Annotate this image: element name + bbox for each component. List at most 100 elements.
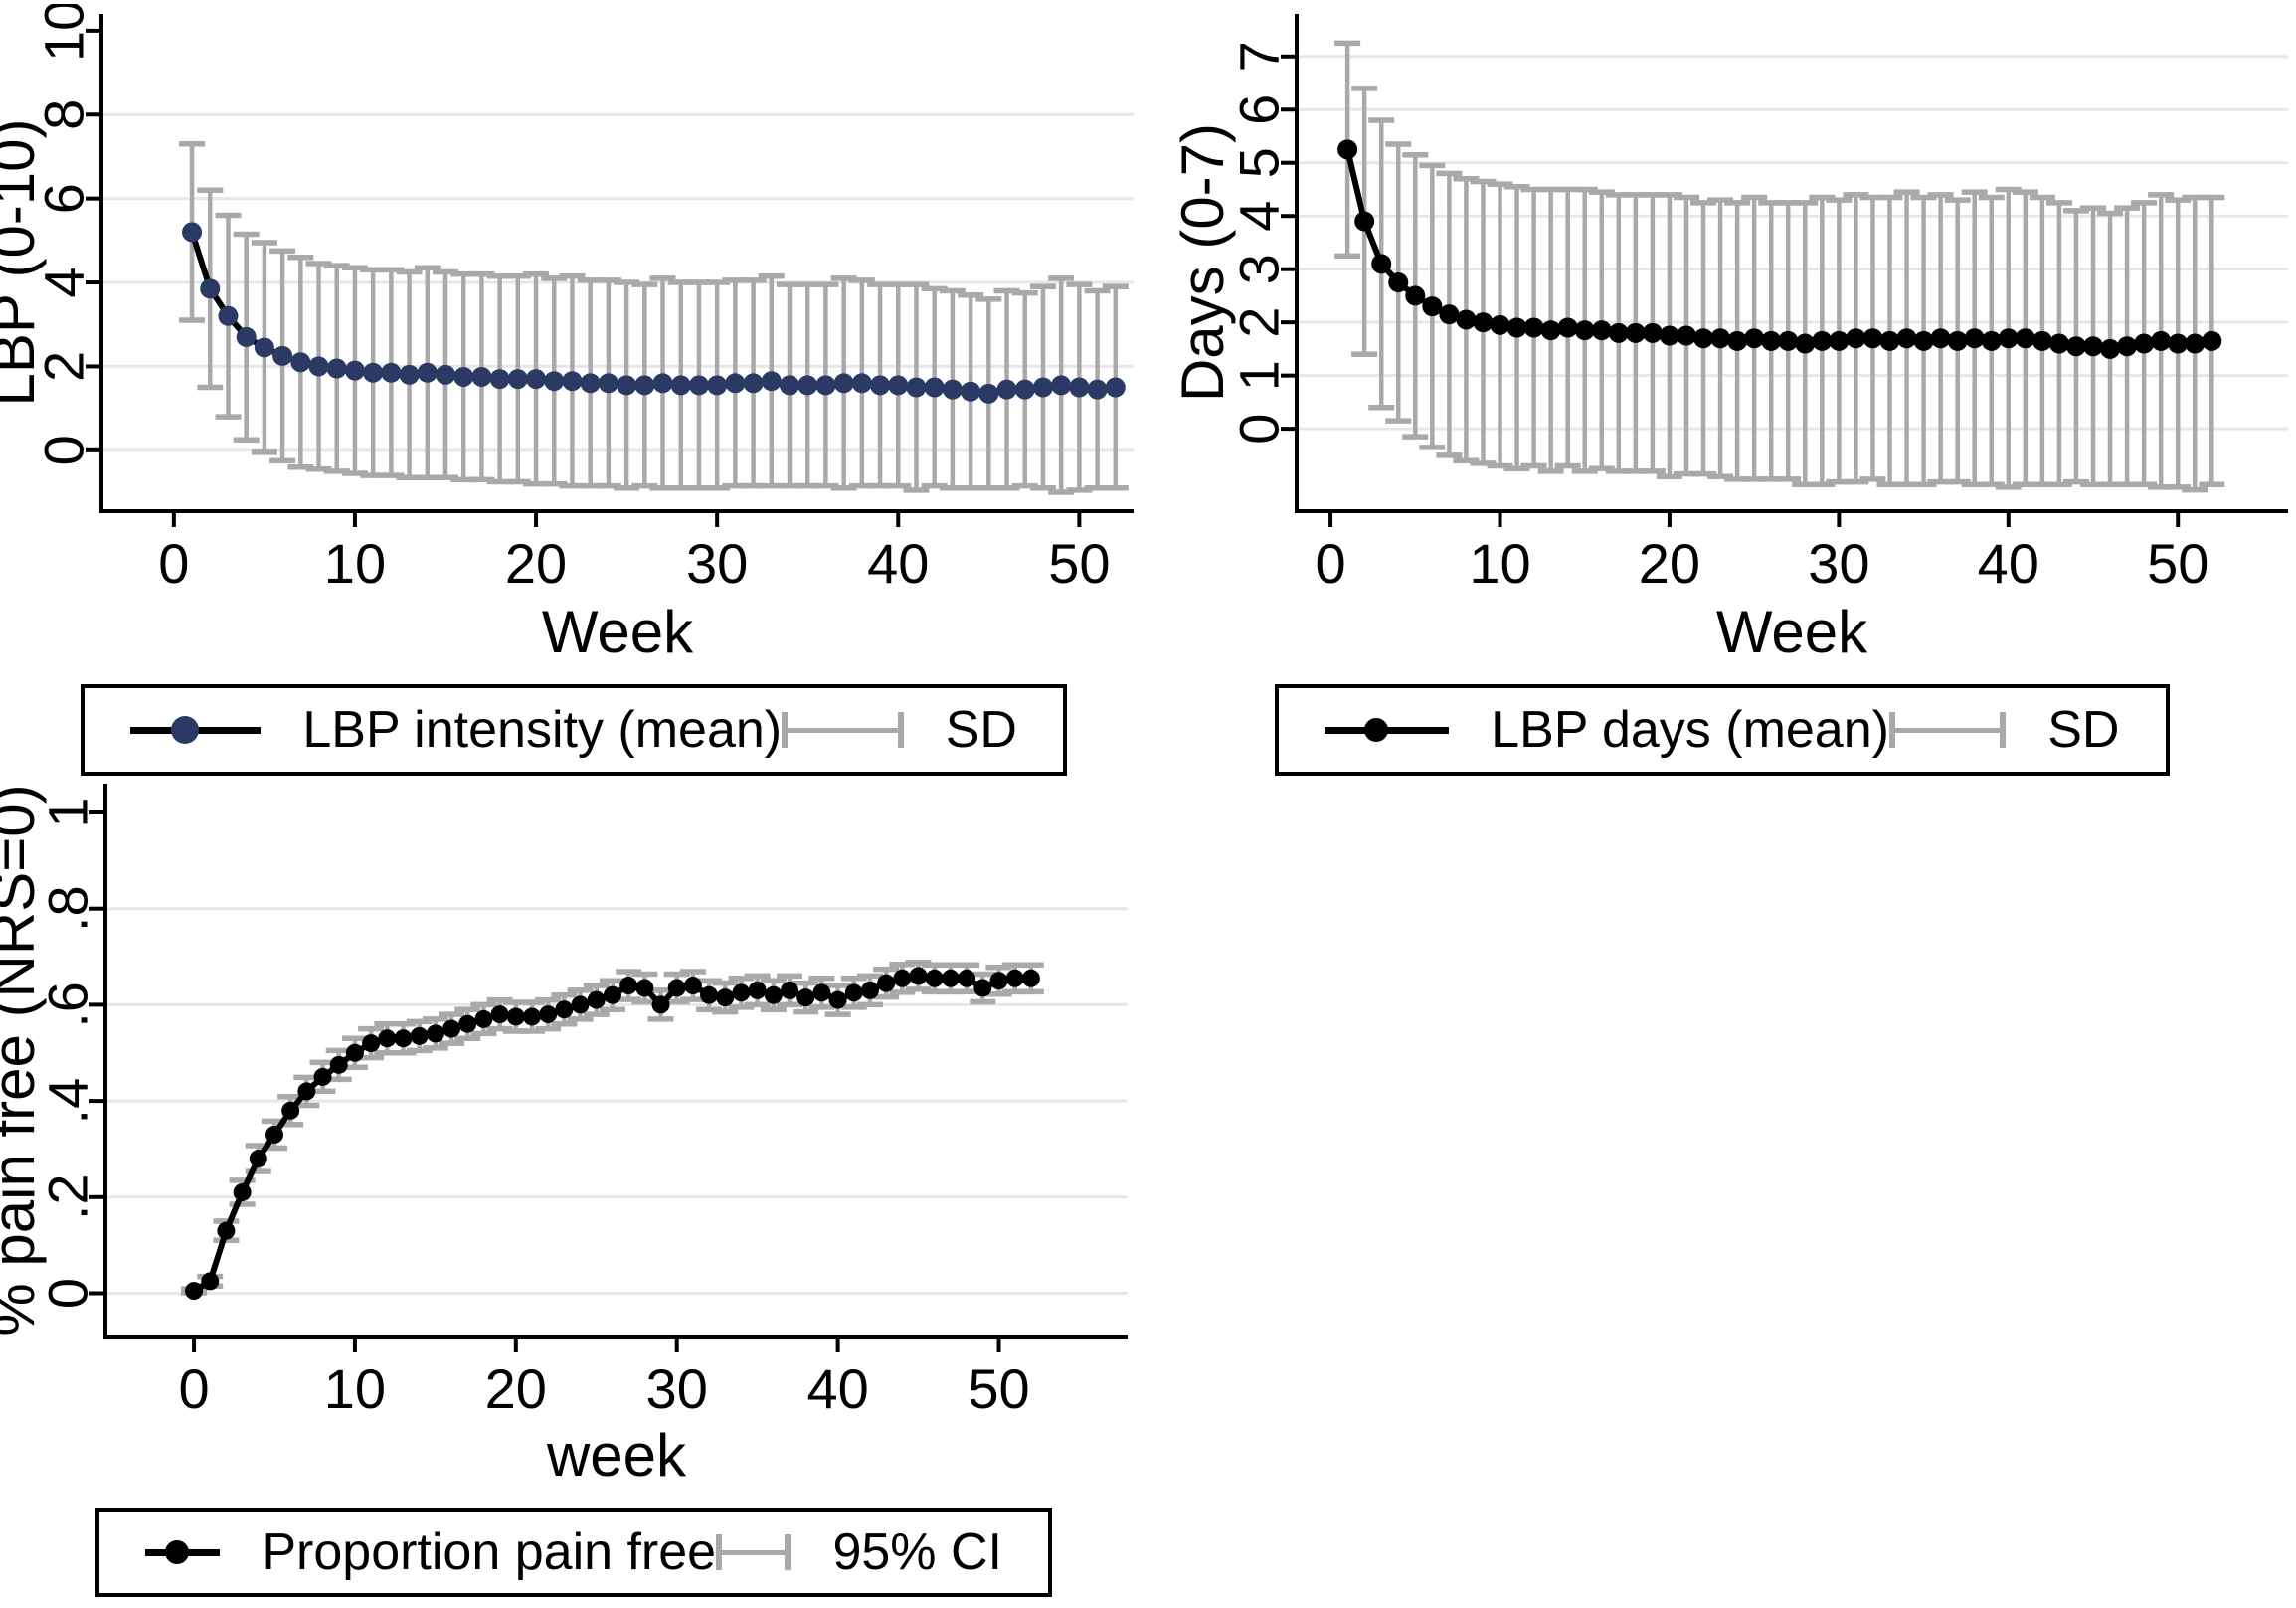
mean-marker <box>523 1007 542 1026</box>
mean-marker <box>526 369 547 390</box>
y-tick-label: 2 <box>33 351 95 382</box>
y-tick-label: 0 <box>37 1278 99 1309</box>
x-tick-label: 50 <box>1048 532 1110 595</box>
mean-marker <box>1778 330 1799 351</box>
mean-marker <box>748 981 767 999</box>
legend-label-mean: Proportion pain free <box>262 1523 717 1581</box>
mean-marker <box>1693 328 1714 349</box>
mean-marker <box>725 373 746 394</box>
mean-marker <box>363 362 384 383</box>
x-tick-label: 30 <box>686 532 748 595</box>
mean-marker <box>893 969 912 987</box>
y-axis-title: Days (0-7) <box>1169 123 1236 402</box>
mean-marker <box>925 969 944 987</box>
mean-marker <box>1964 328 1985 349</box>
mean-marker <box>670 375 691 396</box>
x-tick-label: 0 <box>178 1357 209 1420</box>
mean-marker <box>1021 969 1040 987</box>
mean-marker <box>580 373 601 394</box>
mean-marker <box>1727 330 1748 351</box>
mean-marker <box>345 1043 364 1062</box>
mean-marker <box>1523 317 1544 338</box>
y-tick-label: .8 <box>37 885 99 932</box>
y-tick-label: 1 <box>36 797 98 827</box>
mean-marker <box>716 988 735 1007</box>
lbp-days-chart: 0 1 2 3 4 5 6 7 0 10 20 30 40 50 Days (0-7) Week <box>1169 14 2288 665</box>
mean-marker <box>2117 336 2138 357</box>
mean-marker <box>651 995 670 1014</box>
mean-marker <box>1846 328 1866 349</box>
mean-marker <box>617 375 637 396</box>
legend-label-sd: SD <box>2047 701 2120 759</box>
mean-marker <box>1574 320 1595 341</box>
mean-line-sample-icon <box>1324 718 1450 742</box>
y-tick-label: 5 <box>1228 147 1291 178</box>
mean-marker <box>326 358 347 379</box>
mean-marker <box>1506 317 1527 338</box>
mean-marker <box>1981 330 2002 351</box>
ci-errorbar-sample-icon <box>716 1534 792 1570</box>
mean-marker <box>2168 333 2189 354</box>
y-tick-label: 2 <box>1228 307 1291 338</box>
mean-marker <box>909 967 928 985</box>
mean-marker <box>410 1026 429 1045</box>
x-axis-title: week <box>546 1422 687 1489</box>
mean-marker <box>290 352 311 373</box>
mean-marker <box>362 1034 381 1053</box>
mean-marker <box>1540 320 1561 341</box>
legend-lbp-intensity: LBP intensity (mean) SD <box>81 684 1067 776</box>
x-tick-label: 30 <box>1808 532 1869 595</box>
mean-marker <box>2151 330 2172 351</box>
mean-marker <box>1354 211 1375 232</box>
mean-marker <box>381 362 402 383</box>
mean-marker <box>1795 333 1816 354</box>
mean-marker <box>598 373 618 394</box>
mean-marker <box>1642 322 1663 343</box>
mean-marker <box>1105 377 1126 398</box>
y-tick-label: 0 <box>33 435 95 465</box>
mean-marker <box>233 1182 252 1201</box>
x-tick-label: 50 <box>968 1357 1029 1420</box>
mean-marker <box>796 988 815 1007</box>
mean-marker <box>2015 328 2035 349</box>
mean-line <box>192 973 1031 1294</box>
mean-marker <box>1879 330 1900 351</box>
x-tick-label: 20 <box>485 1357 547 1420</box>
x-tick-label: 0 <box>158 532 189 595</box>
mean-marker <box>265 1125 283 1144</box>
mean-marker <box>860 981 879 999</box>
marker-dot-icon <box>171 716 200 744</box>
mean-marker <box>1896 328 1917 349</box>
mean-marker <box>436 364 455 385</box>
legend-label-sd: SD <box>945 701 1017 759</box>
mean-marker <box>1337 139 1358 160</box>
mean-marker <box>761 371 782 392</box>
mean-marker <box>877 974 896 992</box>
mean-marker <box>201 1272 220 1291</box>
mean-marker <box>1608 322 1629 343</box>
mean-marker <box>797 375 818 396</box>
mean-marker <box>458 1014 477 1033</box>
mean-marker <box>667 979 686 997</box>
legend-label-mean: LBP intensity (mean) <box>302 701 783 759</box>
mean-marker <box>399 364 420 385</box>
lbp-intensity-chart: 0 2 4 6 8 10 0 10 20 30 40 50 LBP (0-10) Week <box>0 4 1134 665</box>
x-tick-label: 30 <box>646 1357 708 1420</box>
mean-marker <box>544 371 565 392</box>
mean-marker <box>764 985 783 1004</box>
mean-marker <box>490 1005 509 1024</box>
mean-marker <box>474 1009 493 1028</box>
mean-marker <box>1930 328 1951 349</box>
mean-marker <box>417 362 438 383</box>
mean-marker <box>394 1029 413 1048</box>
mean-marker <box>833 373 854 394</box>
x-tick-label: 40 <box>806 1357 868 1420</box>
mean-marker <box>185 1282 204 1301</box>
mean-marker <box>941 969 960 987</box>
x-tick-label: 50 <box>2147 532 2208 595</box>
mean-marker <box>555 1000 574 1019</box>
mean-marker <box>1947 330 1968 351</box>
mean-marker <box>442 1019 461 1038</box>
mean-marker <box>1405 285 1426 306</box>
